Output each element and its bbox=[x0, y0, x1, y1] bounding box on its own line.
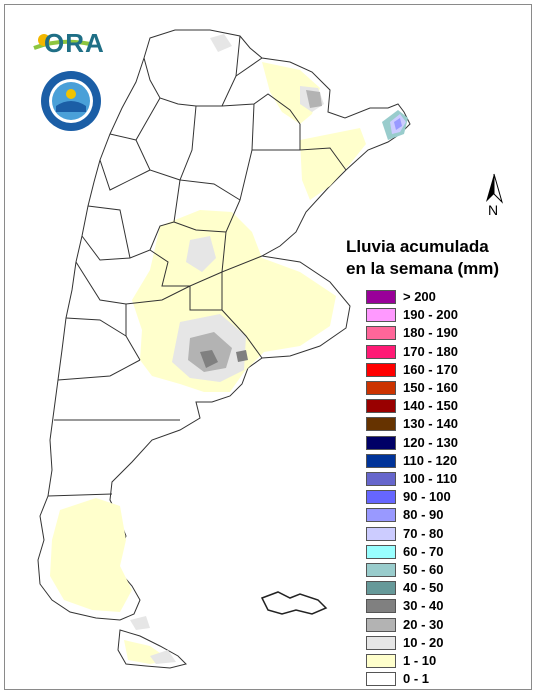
legend-range-label: 80 - 90 bbox=[403, 507, 444, 523]
legend-range-label: 50 - 60 bbox=[403, 562, 444, 577]
legend-swatch bbox=[366, 362, 396, 377]
legend-swatch bbox=[366, 654, 396, 668]
legend-range-label: 110 - 120 bbox=[403, 452, 458, 468]
north-arrow: N bbox=[480, 172, 516, 222]
legend-range-label: 20 - 30 bbox=[403, 616, 444, 632]
ora-logo-text: ORA bbox=[44, 28, 105, 58]
legend-item: 30 - 40 bbox=[366, 597, 506, 615]
legend-item: 0 - 1 bbox=[366, 670, 506, 688]
ora-logo: ORA bbox=[30, 26, 110, 58]
legend-item: 40 - 50 bbox=[366, 579, 506, 597]
rain-30-40 bbox=[200, 350, 248, 368]
legend-title-line2: en la semana (mm) bbox=[346, 259, 500, 278]
legend-item: 170 - 180 bbox=[366, 343, 506, 361]
legend-swatch bbox=[366, 326, 396, 341]
legend-range-label: 140 - 150 bbox=[403, 398, 458, 414]
legend-range-label: 180 - 190 bbox=[403, 325, 458, 341]
legend-range-label: 100 - 110 bbox=[403, 471, 458, 486]
legend-swatch bbox=[366, 599, 396, 614]
legend-item: 20 - 30 bbox=[366, 616, 506, 634]
legend-swatch bbox=[366, 381, 396, 395]
legend-swatch bbox=[366, 472, 396, 486]
legend-item: 130 - 140 bbox=[366, 415, 506, 433]
legend-swatch bbox=[366, 290, 396, 304]
legend-range-label: 120 - 130 bbox=[403, 434, 458, 450]
legend-range-label: 90 - 100 bbox=[403, 489, 451, 505]
legend-item: 150 - 160 bbox=[366, 379, 506, 397]
legend-item: 1 - 10 bbox=[366, 652, 506, 670]
legend-item: 60 - 70 bbox=[366, 543, 506, 561]
smn-seal-logo bbox=[40, 70, 102, 132]
malvinas-islands bbox=[260, 591, 328, 615]
legend-range-label: 150 - 160 bbox=[403, 380, 458, 395]
legend-item: 110 - 120 bbox=[366, 452, 506, 470]
legend-range-label: 60 - 70 bbox=[403, 543, 444, 559]
legend-item: 10 - 20 bbox=[366, 634, 506, 652]
legend-title-line1: Lluvia acumulada bbox=[346, 237, 489, 256]
legend-swatch bbox=[366, 453, 396, 468]
legend-swatch bbox=[366, 490, 396, 505]
legend-range-label: > 200 bbox=[403, 289, 436, 304]
legend-item: 160 - 170 bbox=[366, 361, 506, 379]
legend-swatch bbox=[366, 508, 396, 523]
legend-item: 180 - 190 bbox=[366, 324, 506, 342]
province-borders bbox=[47, 35, 347, 497]
legend-range-label: 30 - 40 bbox=[403, 598, 444, 614]
legend-item: 80 - 90 bbox=[366, 506, 506, 524]
legend-swatch bbox=[366, 308, 396, 323]
legend-item: 190 - 200 bbox=[366, 306, 506, 324]
legend-item: 140 - 150 bbox=[366, 397, 506, 415]
legend-range-label: 70 - 80 bbox=[403, 525, 444, 541]
legend-swatch bbox=[366, 344, 396, 359]
legend-swatch bbox=[366, 417, 396, 432]
legend-range-label: 0 - 1 bbox=[403, 671, 430, 687]
legend-swatch bbox=[366, 526, 396, 541]
legend-item: 50 - 60 bbox=[366, 561, 506, 579]
legend-range-label: 10 - 20 bbox=[403, 634, 444, 650]
legend-item: 100 - 110 bbox=[366, 470, 506, 488]
legend-item: 90 - 100 bbox=[366, 488, 506, 506]
legend-item: 70 - 80 bbox=[366, 525, 506, 543]
legend-swatch bbox=[366, 617, 396, 632]
legend-item: 120 - 130 bbox=[366, 434, 506, 452]
north-arrow-icon bbox=[486, 173, 504, 204]
legend-swatch bbox=[366, 544, 396, 559]
ora-swoosh-icon bbox=[33, 34, 91, 50]
legend-range-label: 130 - 140 bbox=[403, 416, 458, 432]
legend-swatch bbox=[366, 435, 396, 450]
legend-range-label: 170 - 180 bbox=[403, 343, 458, 359]
legend-swatch bbox=[366, 635, 396, 650]
legend-swatch bbox=[366, 563, 396, 577]
legend-range-label: 190 - 200 bbox=[403, 307, 458, 323]
legend-swatch bbox=[366, 581, 396, 596]
rain-misiones bbox=[382, 110, 408, 140]
legend-range-label: 160 - 170 bbox=[403, 361, 458, 377]
legend-swatch bbox=[366, 672, 396, 687]
legend-item: > 200 bbox=[366, 288, 506, 306]
legend-title: Lluvia acumulada en la semana (mm) bbox=[346, 236, 516, 280]
legend-range-label: 40 - 50 bbox=[403, 580, 444, 596]
legend-range-label: 1 - 10 bbox=[403, 653, 437, 668]
legend-swatch bbox=[366, 399, 396, 414]
north-label: N bbox=[488, 202, 499, 218]
